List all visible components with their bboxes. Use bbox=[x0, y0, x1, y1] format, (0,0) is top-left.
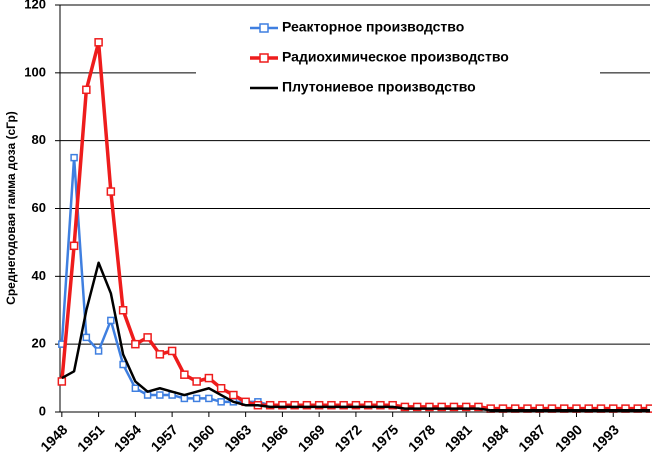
y-tick-label: 40 bbox=[32, 268, 46, 283]
x-tick-label: 1960 bbox=[184, 421, 217, 454]
data-point bbox=[206, 395, 212, 401]
data-point bbox=[71, 155, 77, 161]
data-point bbox=[181, 395, 187, 401]
data-point bbox=[107, 188, 114, 195]
x-tick-label: 1987 bbox=[515, 421, 548, 454]
x-tick-label: 1954 bbox=[111, 421, 144, 454]
data-point bbox=[132, 341, 139, 348]
data-point bbox=[169, 347, 176, 354]
x-tick-label: 1990 bbox=[552, 421, 585, 454]
x-tick-label: 1969 bbox=[295, 421, 328, 454]
data-point bbox=[181, 371, 188, 378]
data-point bbox=[144, 334, 151, 341]
data-point bbox=[205, 375, 212, 382]
data-point bbox=[120, 362, 126, 368]
data-point bbox=[156, 351, 163, 358]
legend-label: Радиохимическое производство bbox=[282, 49, 509, 65]
series-line bbox=[62, 158, 650, 409]
y-tick-label: 20 bbox=[32, 336, 46, 351]
x-tick-label: 1984 bbox=[478, 421, 511, 454]
data-point bbox=[157, 392, 163, 398]
data-point bbox=[120, 307, 127, 314]
data-point bbox=[83, 334, 89, 340]
y-tick-label: 0 bbox=[39, 403, 46, 418]
y-tick-label: 120 bbox=[24, 0, 46, 11]
y-tick-label: 80 bbox=[32, 132, 46, 147]
x-tick-label: 1948 bbox=[37, 421, 70, 454]
data-point bbox=[132, 385, 138, 391]
data-point bbox=[83, 86, 90, 93]
data-point bbox=[145, 392, 151, 398]
x-tick-label: 1957 bbox=[148, 421, 181, 454]
x-tick-label: 1951 bbox=[74, 421, 107, 454]
y-tick-label: 60 bbox=[32, 200, 46, 215]
data-point bbox=[218, 399, 224, 405]
x-tick-label: 1981 bbox=[442, 421, 475, 454]
data-point bbox=[71, 242, 78, 249]
data-point bbox=[96, 348, 102, 354]
legend-label: Реакторное производство bbox=[282, 19, 464, 35]
x-tick-label: 1966 bbox=[258, 421, 291, 454]
data-point bbox=[58, 378, 65, 385]
x-tick-label: 1963 bbox=[221, 421, 254, 454]
data-point bbox=[95, 39, 102, 46]
data-point bbox=[108, 317, 114, 323]
y-tick-label: 100 bbox=[24, 64, 46, 79]
data-point bbox=[194, 395, 200, 401]
data-point bbox=[230, 392, 237, 399]
x-tick-label: 1972 bbox=[331, 421, 364, 454]
y-axis-label: Среднегодовая гамма доза (сГр) bbox=[4, 111, 18, 305]
x-tick-label: 1978 bbox=[405, 421, 438, 454]
data-point bbox=[193, 378, 200, 385]
legend-label: Плутониевое производство bbox=[282, 79, 476, 95]
x-tick-label: 1993 bbox=[589, 421, 622, 454]
data-point bbox=[218, 385, 225, 392]
x-tick-label: 1975 bbox=[368, 421, 401, 454]
legend-marker bbox=[260, 24, 268, 32]
legend-marker bbox=[260, 54, 268, 62]
